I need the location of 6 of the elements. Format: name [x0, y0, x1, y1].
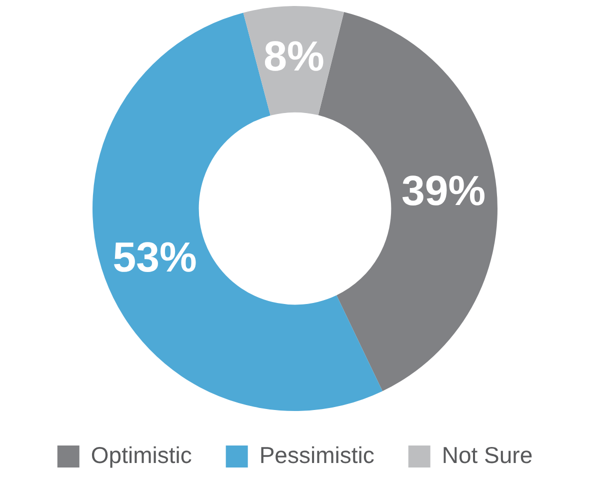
data-label: 8%: [264, 32, 324, 80]
legend-label: Not Sure: [442, 442, 533, 468]
legend-label: Optimistic: [90, 442, 192, 468]
legend-label: Pessimistic: [259, 442, 374, 468]
data-label: 39%: [402, 166, 486, 214]
data-label: 53%: [112, 234, 197, 281]
